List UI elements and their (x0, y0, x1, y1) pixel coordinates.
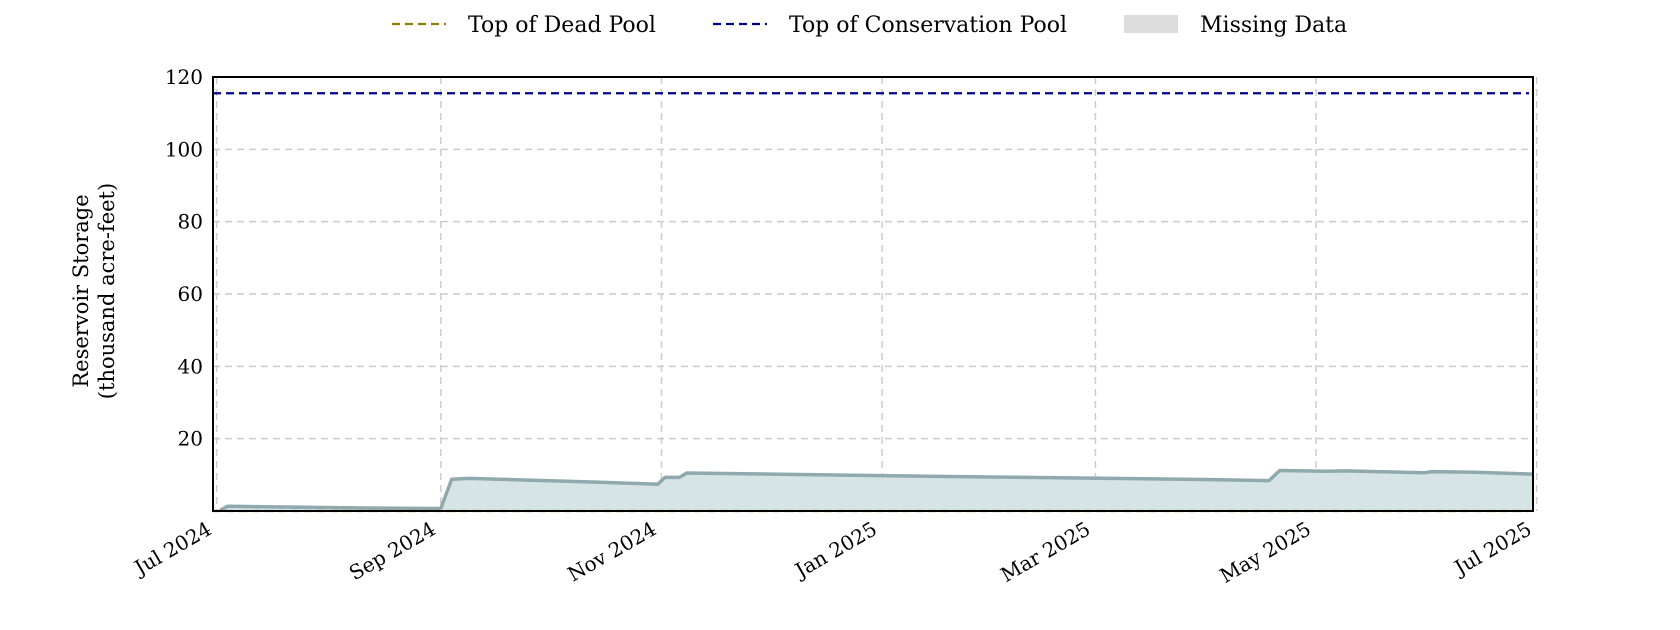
y-tick-label: 40 (178, 354, 203, 378)
legend-swatch-missing-data (1124, 15, 1178, 33)
legend-label-missing-data: Missing Data (1200, 13, 1347, 38)
reference-lines-layer (213, 92, 1529, 513)
y-axis-title: Reservoir Storage(thousand acre-feet) (69, 183, 119, 399)
area-layer (219, 468, 1534, 512)
y-tick-label: 60 (178, 282, 203, 306)
y-tick-label: 100 (165, 137, 203, 161)
y-axis-label-line: (thousand acre-feet) (95, 183, 119, 399)
plot-frame (212, 76, 1534, 512)
legend: Top of Dead Pool Top of Conservation Pool… (392, 13, 1347, 38)
grid-layer (213, 76, 1538, 511)
x-tick-label: Mar 2025 (996, 517, 1094, 587)
y-axis-label-line: Reservoir Storage (69, 194, 93, 387)
x-tick-labels: Jul 2024 Sep 2024 Nov 2024 Jan 2025 Mar 2025… (129, 517, 1536, 588)
legend-label-top-of-dead-pool: Top of Dead Pool (468, 13, 656, 38)
legend-label-top-of-conservation-pool: Top of Conservation Pool (789, 13, 1067, 38)
x-tick-label: Jul 2024 (129, 517, 216, 581)
y-tick-label: 80 (178, 210, 203, 234)
storage-series-line (219, 468, 1534, 512)
x-tick-label: May 2025 (1215, 517, 1314, 588)
x-tick-label: Jul 2025 (1449, 517, 1536, 581)
y-tick-labels: 20 40 60 80 100 120 (165, 65, 203, 451)
y-tick-label: 20 (178, 427, 203, 451)
y-axis-label: Reservoir Storage(thousand acre-feet) (69, 183, 119, 399)
x-tick-label: Jan 2025 (789, 517, 881, 584)
x-tick-label: Sep 2024 (345, 517, 440, 586)
x-tick-label: Nov 2024 (563, 517, 660, 587)
y-tick-label: 120 (165, 65, 203, 89)
